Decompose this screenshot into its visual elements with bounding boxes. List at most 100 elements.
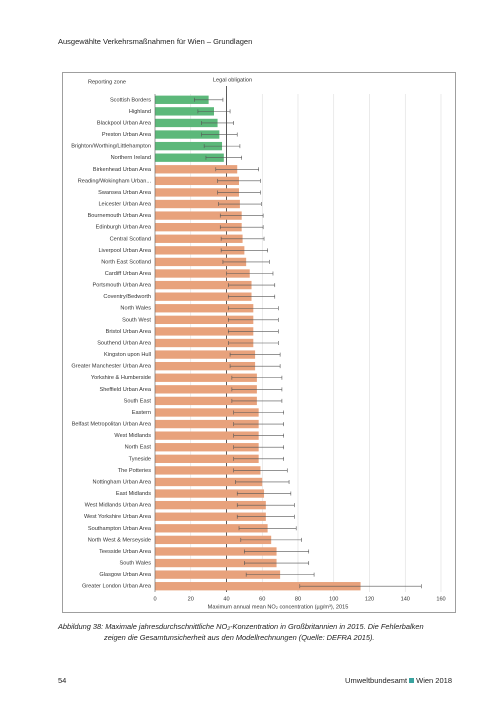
x-tick-label: 80	[295, 596, 301, 602]
bar	[155, 246, 245, 255]
category-label: Edinburgh Urban Area	[96, 225, 152, 231]
category-label: Reading/Wokingham Urban...	[78, 178, 152, 184]
bar	[155, 153, 224, 162]
bar	[155, 327, 254, 336]
bar	[155, 257, 247, 267]
category-label: Nottingham Urban Area	[93, 479, 152, 485]
logo-square	[409, 678, 415, 683]
x-axis-label: Maximum annual mean NO₂ concentration (µ…	[208, 604, 349, 610]
bar	[155, 141, 223, 151]
bar	[155, 350, 256, 359]
bar	[155, 304, 254, 313]
category-label: Liverpool Urban Area	[98, 248, 151, 254]
category-label: West Midlands	[114, 433, 151, 439]
bar	[155, 188, 240, 197]
category-label: South Wales	[119, 561, 151, 567]
bar	[155, 396, 257, 406]
bar	[155, 130, 220, 139]
bar	[155, 292, 252, 301]
category-label: Coventry/Bedworth	[103, 294, 151, 300]
place-year: Wien 2018	[416, 676, 452, 685]
bar	[155, 211, 242, 220]
bar	[155, 408, 259, 417]
bar	[155, 176, 240, 186]
category-label: Birkenhead Urban Area	[93, 167, 152, 173]
page-number: 54	[58, 676, 67, 685]
reference-label: Legal obligation	[213, 77, 252, 83]
caption-line: zeigen die Gesamtunsicherheit aus den Mo…	[104, 633, 375, 642]
chart: 0 20 40 60 80 100 120 140 160 Maximum annual mean…	[62, 72, 456, 613]
category-header: Reporting zone	[88, 79, 126, 85]
category-label: The Potteries	[118, 468, 151, 474]
chart-frame	[62, 72, 456, 613]
category-label: Teesside Urban Area	[99, 549, 152, 555]
bar	[155, 361, 256, 371]
category-label: West Midlands Urban Area	[85, 503, 152, 509]
bar	[155, 95, 209, 104]
category-label: West Yorkshire Urban Area	[84, 514, 152, 520]
x-tick-label: 100	[329, 596, 338, 602]
bar	[155, 165, 238, 174]
bar	[155, 489, 265, 498]
category-label: Cardiff Urban Area	[105, 271, 152, 277]
bar	[155, 500, 266, 510]
category-label: Yorkshire & Humberside	[91, 375, 151, 381]
bar	[155, 315, 254, 325]
bar	[155, 512, 266, 521]
footer-publisher: Umweltbundesamt Wien 2018	[345, 676, 452, 685]
bar	[155, 118, 218, 128]
category-label: Preston Urban Area	[102, 132, 152, 138]
bar	[155, 477, 263, 487]
category-label: Blackpool Urban Area	[97, 120, 152, 126]
category-label: Swansea Urban Area	[98, 190, 152, 196]
category-label: Glasgow Urban Area	[99, 572, 152, 578]
running-header: Ausgewählte Verkehrsmaßnahmen für Wien –…	[58, 37, 253, 46]
category-label: South East	[124, 398, 152, 404]
category-label: Northern Ireland	[111, 155, 151, 161]
bar	[155, 466, 261, 475]
bar	[155, 223, 242, 232]
category-label: Greater London Urban Area	[82, 584, 152, 590]
x-tick-label: 40	[223, 596, 229, 602]
category-label: Kingston upon Hull	[104, 352, 151, 358]
category-label: Bournemouth Urban Area	[88, 213, 152, 219]
bar	[155, 385, 257, 394]
x-tick-label: 0	[153, 596, 156, 602]
bar	[155, 547, 277, 556]
bar	[155, 431, 259, 440]
category-label: South West	[122, 317, 151, 323]
category-label: Tyneside	[129, 456, 151, 462]
bar	[155, 558, 277, 568]
bar	[155, 234, 243, 243]
category-label: Eastern	[132, 410, 151, 416]
bar	[155, 582, 361, 591]
category-label: North East Scotland	[101, 259, 151, 265]
category-label: Greater Manchester Urban Area	[71, 364, 151, 370]
category-label: North East	[125, 445, 152, 451]
x-tick-label: 60	[259, 596, 265, 602]
category-label: Southend Urban Area	[97, 340, 152, 346]
bar	[155, 199, 240, 209]
bar	[155, 280, 252, 290]
category-label: Leicester Urban Area	[98, 202, 151, 208]
publisher: Umweltbundesamt	[345, 676, 408, 685]
x-tick-label: 120	[365, 596, 374, 602]
category-label: Southampton Urban Area	[88, 526, 152, 532]
bar	[155, 570, 281, 579]
bar	[155, 338, 254, 348]
category-label: North Wales	[120, 306, 151, 312]
bar	[155, 524, 268, 533]
bar	[155, 443, 259, 452]
bar	[155, 373, 257, 382]
category-label: Highland	[129, 109, 151, 115]
category-label: East Midlands	[116, 491, 151, 497]
bar	[155, 269, 250, 278]
x-tick-label: 140	[401, 596, 410, 602]
category-label: Bristol Urban Area	[106, 329, 152, 335]
category-label: Portsmouth Urban Area	[93, 283, 152, 289]
caption-line: Abbildung 38: Maximale jahresdurchschnit…	[58, 622, 424, 631]
category-label: Sheffield Urban Area	[99, 387, 151, 393]
x-tick-label: 160	[436, 596, 445, 602]
bar	[155, 535, 272, 545]
